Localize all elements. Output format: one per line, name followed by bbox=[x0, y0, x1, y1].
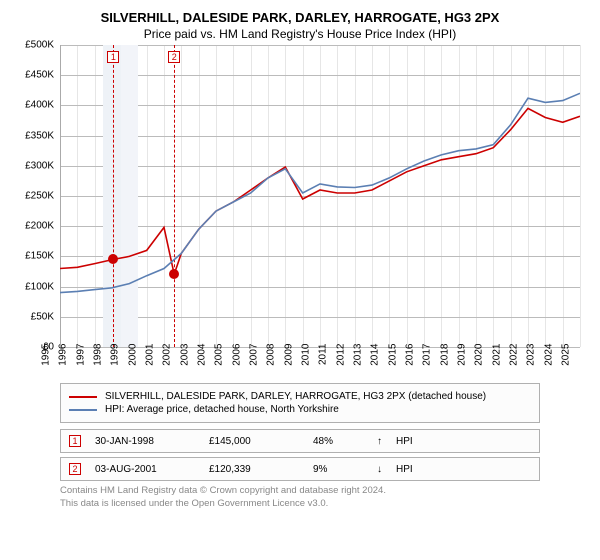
series-hpi bbox=[60, 93, 580, 292]
x-tick-label: 2000 bbox=[127, 344, 138, 372]
legend-label: SILVERHILL, DALESIDE PARK, DARLEY, HARRO… bbox=[105, 391, 486, 402]
legend-label: HPI: Average price, detached house, Nort… bbox=[105, 404, 339, 415]
transaction-vs: HPI bbox=[396, 464, 413, 475]
y-tick-label: £300K bbox=[12, 160, 54, 171]
transaction-pct: 9% bbox=[313, 464, 363, 475]
y-tick-label: £350K bbox=[12, 130, 54, 141]
attribution: Contains HM Land Registry data © Crown c… bbox=[60, 485, 588, 511]
series-price_paid bbox=[60, 108, 580, 274]
y-tick-label: £150K bbox=[12, 251, 54, 262]
x-tick-label: 2005 bbox=[214, 344, 225, 372]
transaction-date: 03-AUG-2001 bbox=[95, 464, 195, 475]
x-tick-label: 1995 bbox=[41, 344, 52, 372]
x-tick-label: 2007 bbox=[249, 344, 260, 372]
x-tick-label: 2023 bbox=[526, 344, 537, 372]
x-tick-label: 2001 bbox=[145, 344, 156, 372]
y-tick-label: £400K bbox=[12, 100, 54, 111]
transaction-price: £120,339 bbox=[209, 464, 299, 475]
y-tick-label: £500K bbox=[12, 40, 54, 51]
chart-point bbox=[169, 269, 179, 279]
arrow-up-icon: ↑ bbox=[377, 436, 382, 447]
y-tick-label: £250K bbox=[12, 191, 54, 202]
x-tick-label: 2008 bbox=[266, 344, 277, 372]
x-tick-label: 2014 bbox=[370, 344, 381, 372]
transactions: 1 30-JAN-1998 £145,000 48% ↑ HPI 2 03-AUG-2001 £… bbox=[60, 429, 540, 481]
x-tick-label: 2004 bbox=[197, 344, 208, 372]
x-tick-label: 2016 bbox=[405, 344, 416, 372]
legend-swatch bbox=[69, 409, 97, 411]
x-tick-label: 2010 bbox=[301, 344, 312, 372]
attrib-line: This data is licensed under the Open Gov… bbox=[60, 498, 588, 511]
price-chart: £0£50K£100K£150K£200K£250K£300K£350K£400… bbox=[60, 45, 580, 375]
transaction-index: 1 bbox=[69, 435, 81, 447]
transaction-row: 1 30-JAN-1998 £145,000 48% ↑ HPI bbox=[60, 429, 540, 453]
x-tick-label: 2011 bbox=[318, 344, 329, 372]
page-subtitle: Price paid vs. HM Land Registry's House … bbox=[12, 27, 588, 41]
x-tick-label: 1999 bbox=[110, 344, 121, 372]
transaction-pct: 48% bbox=[313, 436, 363, 447]
y-tick-label: £200K bbox=[12, 221, 54, 232]
x-tick-label: 2012 bbox=[335, 344, 346, 372]
x-tick-label: 1997 bbox=[75, 344, 86, 372]
transaction-vs: HPI bbox=[396, 436, 413, 447]
legend: SILVERHILL, DALESIDE PARK, DARLEY, HARRO… bbox=[60, 383, 540, 423]
y-tick-label: £50K bbox=[12, 311, 54, 322]
legend-item: SILVERHILL, DALESIDE PARK, DARLEY, HARRO… bbox=[69, 391, 531, 402]
transaction-index: 2 bbox=[69, 463, 81, 475]
x-tick-label: 2020 bbox=[474, 344, 485, 372]
legend-swatch bbox=[69, 396, 97, 398]
x-tick-label: 2006 bbox=[231, 344, 242, 372]
transaction-date: 30-JAN-1998 bbox=[95, 436, 195, 447]
x-tick-label: 2022 bbox=[509, 344, 520, 372]
legend-item: HPI: Average price, detached house, Nort… bbox=[69, 404, 531, 415]
attrib-line: Contains HM Land Registry data © Crown c… bbox=[60, 485, 588, 498]
x-tick-label: 2003 bbox=[179, 344, 190, 372]
x-tick-label: 2015 bbox=[387, 344, 398, 372]
y-tick-label: £100K bbox=[12, 281, 54, 292]
x-tick-label: 2021 bbox=[491, 344, 502, 372]
x-tick-label: 2013 bbox=[353, 344, 364, 372]
x-tick-label: 1996 bbox=[58, 344, 69, 372]
x-tick-label: 1998 bbox=[93, 344, 104, 372]
x-gridline bbox=[580, 45, 581, 347]
x-tick-label: 2018 bbox=[439, 344, 450, 372]
transaction-price: £145,000 bbox=[209, 436, 299, 447]
page-title: SILVERHILL, DALESIDE PARK, DARLEY, HARRO… bbox=[12, 10, 588, 25]
x-tick-label: 2017 bbox=[422, 344, 433, 372]
x-tick-label: 2019 bbox=[457, 344, 468, 372]
x-tick-label: 2002 bbox=[162, 344, 173, 372]
y-tick-label: £450K bbox=[12, 70, 54, 81]
x-tick-label: 2025 bbox=[561, 344, 572, 372]
x-tick-label: 2024 bbox=[543, 344, 554, 372]
transaction-row: 2 03-AUG-2001 £120,339 9% ↓ HPI bbox=[60, 457, 540, 481]
x-tick-label: 2009 bbox=[283, 344, 294, 372]
chart-point bbox=[108, 254, 118, 264]
arrow-down-icon: ↓ bbox=[377, 464, 382, 475]
